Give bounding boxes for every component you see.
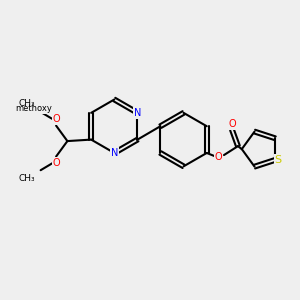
- Text: O: O: [52, 158, 60, 168]
- Text: methoxy: methoxy: [16, 104, 52, 113]
- Text: S: S: [274, 155, 282, 165]
- Text: N: N: [111, 148, 118, 158]
- Text: O: O: [52, 114, 60, 124]
- Text: O: O: [228, 119, 236, 129]
- Text: N: N: [134, 108, 141, 118]
- Text: CH₃: CH₃: [19, 99, 36, 108]
- Text: CH₃: CH₃: [19, 174, 36, 183]
- Text: O: O: [215, 152, 222, 161]
